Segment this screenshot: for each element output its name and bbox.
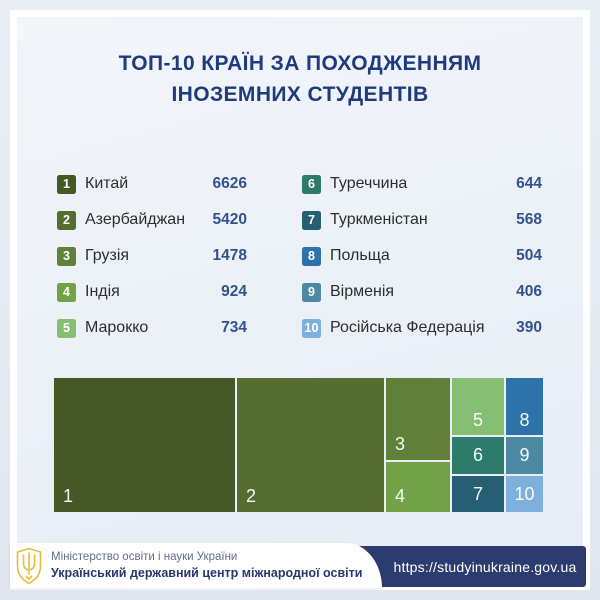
treemap-block-label: 7 bbox=[472, 483, 483, 504]
ranking-row-7: 7 Туркменістан 568 bbox=[302, 202, 542, 238]
ranking-row-6: 6 Туреччина 644 bbox=[302, 166, 542, 202]
footer-url-panel[interactable]: https://studyinukraine.gov.ua bbox=[348, 546, 586, 587]
treemap-chart: 1 2 3 4 5 6 7 8 9 10 bbox=[54, 378, 543, 512]
treemap-block-label: 10 bbox=[514, 483, 535, 504]
treemap-block-label: 9 bbox=[519, 445, 530, 466]
treemap-block-label: 4 bbox=[394, 485, 405, 506]
website-url[interactable]: https://studyinukraine.gov.ua bbox=[393, 558, 577, 575]
student-count: 924 bbox=[221, 283, 247, 300]
footer-org-panel: Міністерство освіти і науки України Укра… bbox=[10, 543, 382, 588]
treemap-block-3: 3 bbox=[385, 378, 450, 460]
rank-badge: 3 bbox=[57, 246, 76, 266]
country-name: Грузія bbox=[85, 247, 130, 264]
country-name: Індія bbox=[85, 283, 120, 300]
student-count: 406 bbox=[516, 283, 542, 300]
ranking-column-left: 1 Китай 6626 2 Азербайджан 5420 3 Грузія… bbox=[57, 166, 247, 346]
student-count: 1478 bbox=[212, 247, 247, 264]
rank-badge: 9 bbox=[302, 282, 321, 302]
treemap-block-label: 6 bbox=[472, 445, 483, 466]
student-count: 734 bbox=[221, 319, 247, 336]
rank-badge: 7 bbox=[302, 210, 321, 230]
rank-badge: 10 bbox=[302, 318, 321, 338]
page-title-line2: ІНОЗЕМНИХ СТУДЕНТІВ bbox=[171, 83, 429, 106]
ranking-row-9: 9 Вірменія 406 bbox=[302, 274, 542, 310]
student-count: 6626 bbox=[212, 175, 247, 192]
treemap-block-4: 4 bbox=[385, 462, 450, 512]
student-count: 644 bbox=[516, 175, 542, 192]
treemap-block-label: 3 bbox=[394, 433, 405, 454]
ministry-name: Міністерство освіти і науки України bbox=[51, 550, 238, 563]
ranking-row-1: 1 Китай 6626 bbox=[57, 166, 247, 202]
ranking-row-2: 2 Азербайджан 5420 bbox=[57, 202, 247, 238]
treemap-block-6: 6 bbox=[451, 437, 504, 474]
rank-badge: 8 bbox=[302, 246, 321, 266]
rank-badge: 1 bbox=[57, 174, 76, 194]
treemap-block-7: 7 bbox=[451, 475, 504, 512]
treemap-block-5: 5 bbox=[451, 378, 504, 435]
rank-badge: 4 bbox=[57, 282, 76, 302]
treemap-block-8: 8 bbox=[505, 378, 543, 435]
treemap-block-10: 10 bbox=[505, 475, 543, 512]
country-name: Китай bbox=[85, 175, 129, 192]
treemap-block-label: 8 bbox=[519, 410, 530, 430]
treemap-block-2: 2 bbox=[236, 378, 384, 512]
page-title-line1: ТОП-10 КРАЇН ЗА ПОХОДЖЕННЯМ bbox=[118, 52, 482, 75]
rank-badge: 6 bbox=[302, 174, 321, 194]
student-count: 568 bbox=[516, 211, 542, 228]
center-name: Український державний центр міжнародної … bbox=[51, 565, 363, 580]
country-name: Російська Федерація bbox=[330, 319, 485, 336]
treemap-block-label: 1 bbox=[63, 486, 74, 506]
student-count: 504 bbox=[516, 247, 542, 264]
ranking-column-right: 6 Туреччина 644 7 Туркменістан 568 8 Пол… bbox=[302, 166, 542, 346]
country-name: Азербайджан bbox=[85, 211, 186, 228]
treemap-block-9: 9 bbox=[505, 437, 543, 474]
ranking-row-8: 8 Польща 504 bbox=[302, 238, 542, 274]
treemap-block-label: 2 bbox=[245, 486, 256, 506]
student-count: 390 bbox=[516, 319, 542, 336]
rank-badge: 5 bbox=[57, 318, 76, 338]
ranking-row-5: 5 Марокко 734 bbox=[57, 310, 247, 346]
country-name: Марокко bbox=[85, 319, 149, 336]
page-title: ТОП-10 КРАЇН ЗА ПОХОДЖЕННЯМ ІНОЗЕМНИХ СТ… bbox=[0, 48, 600, 110]
rank-badge: 2 bbox=[57, 210, 76, 230]
ranking-row-3: 3 Грузія 1478 bbox=[57, 238, 247, 274]
country-name: Польща bbox=[330, 247, 390, 264]
student-count: 5420 bbox=[212, 211, 247, 228]
country-name: Вірменія bbox=[330, 283, 395, 300]
footer-org-text: Міністерство освіти і науки України Укра… bbox=[51, 550, 362, 582]
country-name: Туркменістан bbox=[330, 211, 428, 228]
trident-logo-icon bbox=[16, 547, 42, 584]
treemap-block-label: 5 bbox=[472, 410, 483, 430]
ranking-row-10: 10 Російська Федерація 390 bbox=[302, 310, 542, 346]
ranking-row-4: 4 Індія 924 bbox=[57, 274, 247, 310]
country-name: Туреччина bbox=[330, 175, 408, 192]
treemap-block-1: 1 bbox=[54, 378, 235, 512]
